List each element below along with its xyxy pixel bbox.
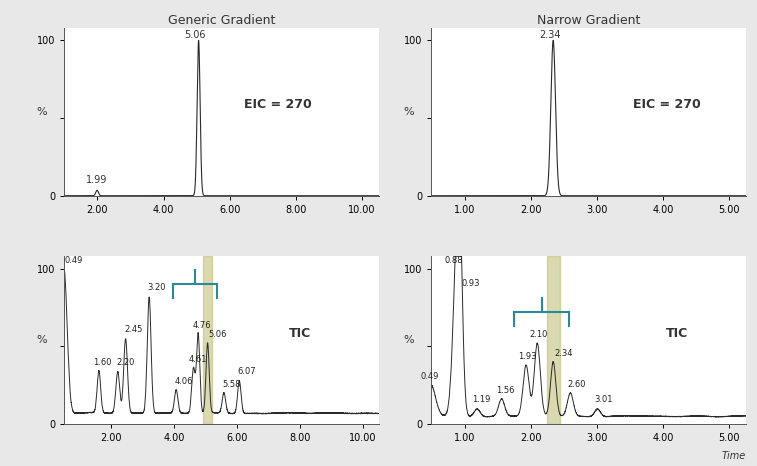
Title: Generic Gradient: Generic Gradient <box>168 14 275 27</box>
Text: 2.60: 2.60 <box>567 380 586 389</box>
Text: EIC = 270: EIC = 270 <box>244 98 312 111</box>
Text: 3.20: 3.20 <box>148 283 166 293</box>
Text: %: % <box>36 335 47 345</box>
Title: Narrow Gradient: Narrow Gradient <box>537 14 640 27</box>
Text: Time: Time <box>721 452 746 461</box>
Bar <box>203 256 212 424</box>
Text: %: % <box>403 107 414 117</box>
Text: 0.49: 0.49 <box>421 372 439 381</box>
Text: %: % <box>403 335 414 345</box>
Text: 1.99: 1.99 <box>86 174 107 185</box>
Text: 4.06: 4.06 <box>175 377 193 386</box>
Text: 6.07: 6.07 <box>238 367 257 377</box>
Text: 2.20: 2.20 <box>116 358 135 367</box>
Text: 2.34: 2.34 <box>555 349 573 358</box>
Bar <box>547 256 559 424</box>
Text: 5.06: 5.06 <box>208 330 227 339</box>
Text: 1.19: 1.19 <box>472 395 491 404</box>
Text: 4.76: 4.76 <box>192 321 211 330</box>
Text: 3.01: 3.01 <box>594 395 612 404</box>
Text: 2.45: 2.45 <box>124 325 142 335</box>
Text: 4.61: 4.61 <box>188 355 207 364</box>
Text: 0.93: 0.93 <box>461 279 480 288</box>
Text: 0.88: 0.88 <box>444 255 463 265</box>
Text: 5.58: 5.58 <box>223 380 241 389</box>
Text: TIC: TIC <box>665 327 687 340</box>
Text: 2.10: 2.10 <box>529 330 548 339</box>
Text: 5.06: 5.06 <box>184 30 205 40</box>
Text: 1.93: 1.93 <box>518 352 537 361</box>
Text: 2.34: 2.34 <box>539 30 561 40</box>
Text: 1.56: 1.56 <box>497 386 515 395</box>
Text: EIC = 270: EIC = 270 <box>634 98 701 111</box>
Text: 1.60: 1.60 <box>93 358 112 367</box>
Text: TIC: TIC <box>289 327 311 340</box>
Text: %: % <box>36 107 47 117</box>
Text: 0.49: 0.49 <box>64 255 83 265</box>
